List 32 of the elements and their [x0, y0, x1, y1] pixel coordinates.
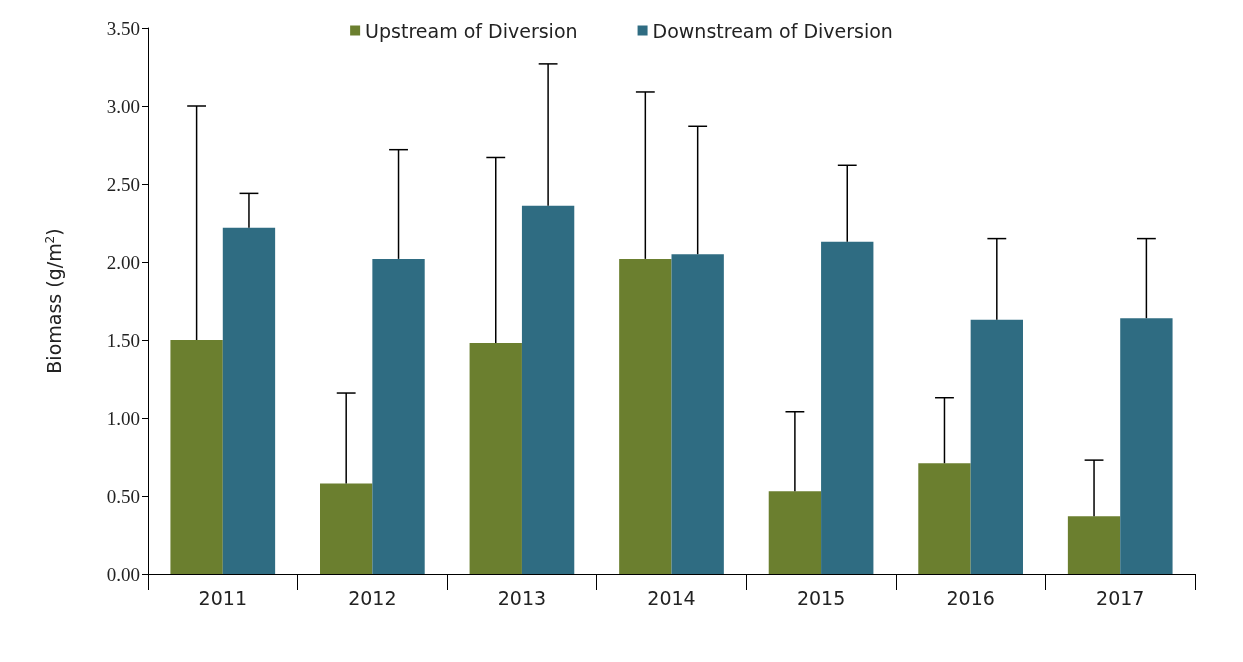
y-tick-label: 2.50: [106, 173, 140, 195]
y-tick-label: 0.00: [106, 563, 140, 585]
bar: [619, 258, 672, 574]
bar: [521, 205, 575, 574]
legend-label: Upstream of Diversion: [365, 19, 578, 42]
x-tick-label: 2011: [198, 586, 247, 609]
bar: [1067, 516, 1121, 574]
bar: [671, 254, 724, 574]
bar: [372, 258, 425, 574]
x-tick-label: 2014: [647, 586, 696, 609]
y-axis-title: Biomass (g/m2): [42, 228, 65, 374]
x-tick-label: 2017: [1096, 586, 1145, 609]
y-tick-label: 1.00: [106, 407, 140, 429]
bar: [768, 491, 822, 574]
bar: [320, 483, 373, 574]
x-tick-label: 2012: [348, 586, 397, 609]
y-tick-label: 0.50: [106, 485, 140, 507]
x-tick-label: 2013: [497, 586, 547, 609]
x-tick-label: 2016: [946, 586, 995, 609]
y-tick-label: 3.50: [106, 17, 140, 39]
bar: [970, 319, 1023, 574]
bar: [1120, 318, 1173, 574]
bar: [170, 340, 223, 574]
x-tick-label: 2015: [796, 586, 846, 609]
y-tick-label: 2.00: [106, 251, 140, 273]
legend-label: Downstream of Diversion: [652, 19, 893, 42]
y-tick-label: 1.50: [106, 329, 140, 351]
bar: [469, 343, 522, 574]
bar: [222, 227, 276, 574]
bar: [918, 463, 971, 574]
y-tick-label: 3.00: [106, 95, 140, 117]
bar: [821, 241, 874, 574]
